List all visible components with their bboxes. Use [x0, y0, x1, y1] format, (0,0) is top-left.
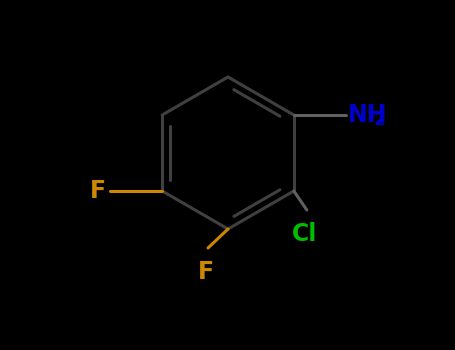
- Text: NH: NH: [348, 103, 387, 127]
- Text: Cl: Cl: [292, 222, 318, 246]
- Text: 2: 2: [374, 111, 385, 129]
- Text: F: F: [198, 260, 214, 284]
- Text: F: F: [90, 179, 106, 203]
